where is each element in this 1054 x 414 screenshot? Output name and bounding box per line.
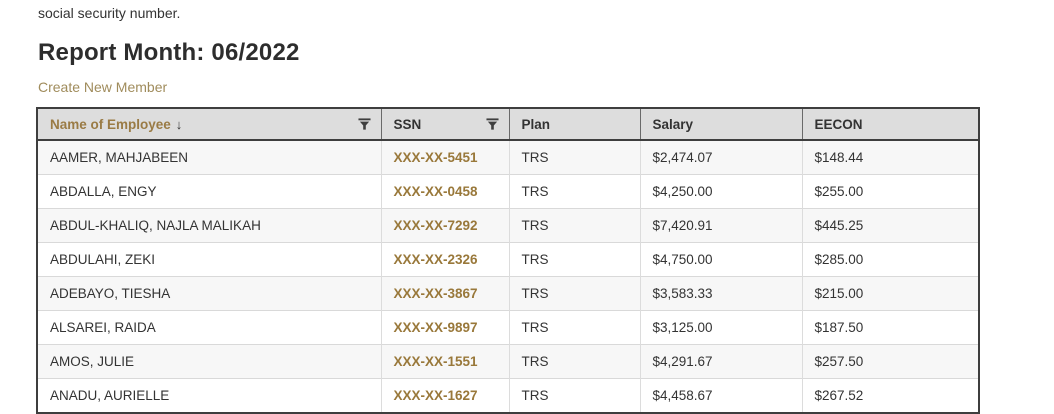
- salary-cell: $3,583.33: [639, 275, 802, 310]
- eecon-cell: $257.50: [801, 343, 978, 378]
- header-row: Name of Employee ↓ SSN Plan: [38, 109, 978, 141]
- plan-cell: TRS: [508, 275, 640, 310]
- plan-cell: TRS: [508, 173, 640, 208]
- column-header-eecon[interactable]: EECON: [801, 109, 978, 141]
- employee-name-cell: ALSAREI, RAIDA: [38, 309, 381, 344]
- salary-cell: $3,125.00: [639, 309, 802, 344]
- column-header-label: EECON: [814, 116, 863, 132]
- column-header-label: Name of Employee: [50, 116, 171, 132]
- table-row: ABDUL-KHALIQ, NAJLA MALIKAH XXX-XX-7292 …: [38, 207, 978, 242]
- filter-icon[interactable]: [485, 117, 500, 132]
- table-row: ANADU, AURIELLE XXX-XX-1627 TRS $4,458.6…: [38, 377, 978, 412]
- ssn-link[interactable]: XXX-XX-2326: [393, 251, 478, 267]
- employee-name-cell: ABDUL-KHALIQ, NAJLA MALIKAH: [38, 207, 381, 242]
- table-row: AAMER, MAHJABEEN XXX-XX-5451 TRS $2,474.…: [38, 140, 978, 174]
- employee-name-cell: ADEBAYO, TIESHA: [38, 275, 381, 310]
- plan-cell: TRS: [508, 343, 640, 378]
- ssn-cell: XXX-XX-9897: [380, 309, 509, 344]
- salary-cell: $2,474.07: [639, 140, 802, 174]
- eecon-cell: $255.00: [801, 173, 978, 208]
- column-header-label: Salary: [652, 116, 694, 132]
- column-header-plan[interactable]: Plan: [508, 109, 640, 141]
- table-body: AAMER, MAHJABEEN XXX-XX-5451 TRS $2,474.…: [38, 140, 978, 412]
- salary-cell: $4,458.67: [639, 377, 802, 412]
- ssn-cell: XXX-XX-2326: [380, 241, 509, 276]
- ssn-link[interactable]: XXX-XX-1551: [393, 353, 478, 369]
- ssn-link[interactable]: XXX-XX-9897: [393, 319, 478, 335]
- column-header-label: Plan: [521, 116, 551, 132]
- salary-cell: $7,420.91: [639, 207, 802, 242]
- ssn-link[interactable]: XXX-XX-7292: [393, 217, 478, 233]
- employee-name-cell: AAMER, MAHJABEEN: [38, 140, 381, 174]
- plan-cell: TRS: [508, 377, 640, 412]
- eecon-cell: $285.00: [801, 241, 978, 276]
- eecon-cell: $187.50: [801, 309, 978, 344]
- eecon-cell: $215.00: [801, 275, 978, 310]
- table-row: ABDULAHI, ZEKI XXX-XX-2326 TRS $4,750.00…: [38, 241, 978, 276]
- salary-cell: $4,291.67: [639, 343, 802, 378]
- create-new-member-link[interactable]: Create New Member: [38, 79, 168, 95]
- ssn-link[interactable]: XXX-XX-5451: [393, 149, 478, 165]
- salary-cell: $4,250.00: [639, 173, 802, 208]
- table-row: AMOS, JULIE XXX-XX-1551 TRS $4,291.67 $2…: [38, 343, 978, 378]
- employee-table: Name of Employee ↓ SSN Plan: [38, 109, 978, 412]
- table-row: ADEBAYO, TIESHA XXX-XX-3867 TRS $3,583.3…: [38, 275, 978, 310]
- ssn-cell: XXX-XX-5451: [380, 140, 509, 174]
- salary-cell: $4,750.00: [639, 241, 802, 276]
- column-header-salary[interactable]: Salary: [639, 109, 802, 141]
- employee-grid: Name of Employee ↓ SSN Plan: [36, 107, 980, 414]
- eecon-cell: $267.52: [801, 377, 978, 412]
- table-row: ALSAREI, RAIDA XXX-XX-9897 TRS $3,125.00…: [38, 309, 978, 344]
- ssn-link[interactable]: XXX-XX-1627: [393, 387, 478, 403]
- plan-cell: TRS: [508, 241, 640, 276]
- employee-name-cell: ANADU, AURIELLE: [38, 377, 381, 412]
- ssn-link[interactable]: XXX-XX-0458: [393, 183, 478, 199]
- column-header-label: SSN: [393, 116, 422, 132]
- ssn-cell: XXX-XX-7292: [380, 207, 509, 242]
- column-header-ssn[interactable]: SSN: [380, 109, 509, 141]
- ssn-link[interactable]: XXX-XX-3867: [393, 285, 478, 301]
- employee-name-cell: ABDALLA, ENGY: [38, 173, 381, 208]
- sort-descending-icon: ↓: [175, 116, 183, 132]
- ssn-cell: XXX-XX-0458: [380, 173, 509, 208]
- plan-cell: TRS: [508, 140, 640, 174]
- filter-icon[interactable]: [357, 117, 372, 132]
- employee-name-cell: ABDULAHI, ZEKI: [38, 241, 381, 276]
- plan-cell: TRS: [508, 207, 640, 242]
- table-header: Name of Employee ↓ SSN Plan: [38, 109, 978, 141]
- ssn-cell: XXX-XX-1551: [380, 343, 509, 378]
- eecon-cell: $445.25: [801, 207, 978, 242]
- ssn-cell: XXX-XX-1627: [380, 377, 509, 412]
- employee-name-cell: AMOS, JULIE: [38, 343, 381, 378]
- ssn-cell: XXX-XX-3867: [380, 275, 509, 310]
- page-title: Report Month: 06/2022: [38, 39, 300, 66]
- intro-text: social security number.: [38, 5, 181, 21]
- table-row: ABDALLA, ENGY XXX-XX-0458 TRS $4,250.00 …: [38, 173, 978, 208]
- eecon-cell: $148.44: [801, 140, 978, 174]
- plan-cell: TRS: [508, 309, 640, 344]
- column-header-name-of-employee[interactable]: Name of Employee ↓: [38, 109, 381, 141]
